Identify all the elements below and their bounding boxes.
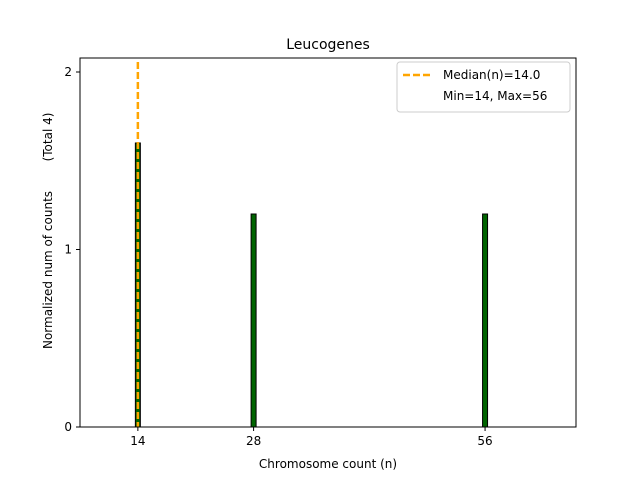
legend-minmax-label: Min=14, Max=56: [443, 89, 547, 103]
bar-56: [482, 213, 489, 428]
x-tick-label-56: 56: [477, 434, 492, 448]
bar-28: [250, 213, 257, 428]
y-axis-ticks: 0 1 2: [64, 65, 80, 434]
legend: Median(n)=14.0 Min=14, Max=56: [396, 61, 571, 113]
chart-title: Leucogenes: [286, 37, 370, 53]
x-axis-ticks: 14 28 56: [130, 427, 493, 448]
axes-frame: [79, 57, 577, 428]
y-tick-label-1: 1: [64, 243, 72, 257]
legend-median-label: Median(n)=14.0: [443, 68, 540, 82]
x-tick-label-28: 28: [246, 434, 261, 448]
legend-box: [396, 61, 571, 113]
y-tick-label-2: 2: [64, 65, 72, 79]
y-axis-label-note: (Total 4): [41, 113, 55, 162]
x-axis-label: Chromosome count (n): [259, 457, 397, 471]
y-axis-label: Normalized num of counts: [41, 191, 55, 349]
x-tick-label-14: 14: [130, 434, 145, 448]
plot-area: [134, 62, 489, 428]
y-tick-label-0: 0: [64, 420, 72, 434]
